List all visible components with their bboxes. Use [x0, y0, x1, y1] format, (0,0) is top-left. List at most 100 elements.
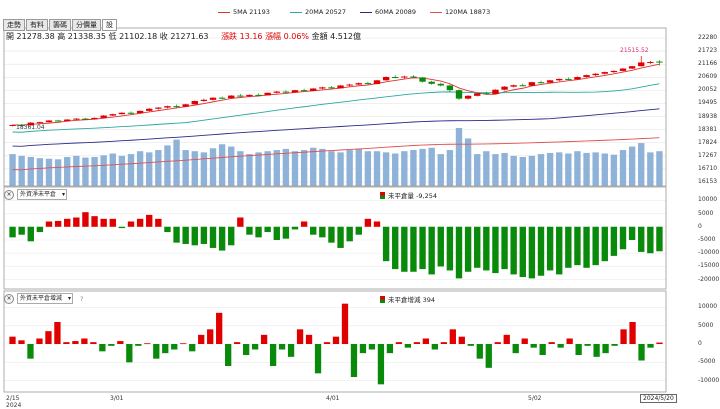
volume-bar: [54, 159, 62, 186]
oi-bar: [638, 344, 645, 361]
volume-bar: [91, 157, 98, 186]
tab-chips[interactable]: 籌碼: [49, 19, 71, 31]
volume-bar: [173, 139, 180, 186]
tab-trend[interactable]: 走勢: [3, 19, 25, 31]
volume-bar: [218, 144, 226, 186]
candle-body: [282, 91, 290, 93]
oi-bar: [162, 344, 169, 354]
volume-bar: [401, 151, 408, 186]
candle-body: [155, 107, 162, 109]
ma-line: [12, 63, 660, 126]
oi-bar: [431, 344, 438, 350]
panel3-header: × 外資未平倉增減 ?: [4, 293, 83, 304]
candle-body: [519, 85, 526, 87]
oi-bar: [117, 341, 124, 344]
oi-bar: [9, 336, 16, 344]
oi-bar: [440, 342, 447, 344]
oi-bar: [146, 214, 153, 227]
volume-bar: [337, 152, 344, 186]
volume-bar: [628, 146, 636, 186]
oi-bar: [135, 344, 142, 346]
close-icon[interactable]: ×: [4, 189, 14, 200]
legend-5ma: 5MA 21193: [218, 8, 270, 16]
volume-bar: [492, 154, 499, 186]
oi-bar: [656, 226, 663, 252]
close-icon[interactable]: ×: [4, 293, 14, 304]
oi-bar: [610, 226, 618, 256]
oi-bar: [189, 344, 196, 352]
volume-bar: [255, 152, 262, 186]
oi-bar: [310, 226, 317, 235]
candlesticks: [9, 55, 663, 127]
volume-bar: [328, 151, 335, 186]
panel2-indicator-select[interactable]: 外資淨未平倉: [17, 189, 68, 200]
oi-bar: [246, 226, 253, 235]
ohlc-readout: 開 21278.38 高 21338.35 低 21102.18 收 21271…: [6, 31, 361, 42]
ma-line: [12, 137, 660, 171]
oi-bar: [198, 334, 205, 344]
candle-body: [364, 83, 372, 85]
candle-body: [209, 97, 217, 100]
oi-bar: [575, 344, 582, 355]
oi-bar: [592, 226, 599, 266]
candle-body: [182, 104, 189, 107]
candle-body: [73, 118, 80, 120]
tab-volume-profile[interactable]: 分價量: [72, 19, 101, 31]
oi-bar: [234, 342, 241, 344]
volume-bar: [483, 151, 490, 186]
tab-data[interactable]: 有料: [26, 19, 48, 31]
help-icon[interactable]: ?: [80, 294, 84, 303]
candle-body: [437, 83, 444, 86]
volume-bar: [73, 155, 80, 186]
candle-body: [246, 94, 253, 97]
candle-body: [583, 75, 590, 78]
oi-bar: [319, 226, 326, 238]
candle-body: [355, 83, 362, 85]
candle-body: [382, 77, 390, 81]
oi-bar: [565, 226, 572, 268]
oi-bar: [291, 226, 299, 230]
oi-bar: [191, 226, 198, 246]
oi-bar: [373, 221, 381, 227]
candle-body: [574, 77, 581, 80]
volume-bar: [419, 148, 426, 186]
oi-bar: [401, 226, 408, 272]
oi-bar: [566, 338, 573, 344]
candle-body: [82, 118, 89, 120]
volume-bar: [18, 155, 25, 186]
panel2-header: × 外資淨未平倉: [4, 189, 68, 200]
oi-bar: [528, 226, 536, 279]
candle-body: [291, 90, 299, 93]
oi-bar: [242, 344, 250, 355]
oi-bar: [9, 226, 16, 238]
volume-bar: [373, 151, 381, 186]
open-interest-change-bars: [4, 303, 666, 385]
candle-body: [109, 114, 116, 116]
ma-line: [12, 108, 660, 147]
volume-bar: [109, 153, 116, 186]
candle-body: [537, 82, 545, 84]
volume-bar: [200, 152, 208, 186]
volume-bar: [273, 150, 280, 186]
volume-bar: [464, 138, 472, 186]
candle-body: [556, 78, 563, 81]
oi-bar: [521, 338, 528, 344]
oi-bar: [422, 338, 430, 344]
volume-bar: [164, 145, 171, 186]
oi-bar: [620, 329, 627, 344]
oi-bar: [458, 336, 465, 344]
candle-body: [264, 92, 271, 96]
volume-bar: [583, 152, 590, 186]
panel-tick-label: 0: [698, 222, 702, 230]
oi-bar: [73, 217, 80, 227]
oi-bar: [601, 226, 608, 262]
oi-bar: [153, 344, 160, 359]
tab-settings[interactable]: 設: [102, 19, 117, 31]
panel-tick-label: -20000: [698, 275, 720, 283]
panel3-indicator-select[interactable]: 外資未平倉增減: [17, 293, 74, 304]
candle-body: [27, 122, 34, 126]
oi-bar: [155, 218, 162, 227]
candle-body: [118, 112, 126, 115]
indicator-swatch-icon: [380, 295, 385, 303]
